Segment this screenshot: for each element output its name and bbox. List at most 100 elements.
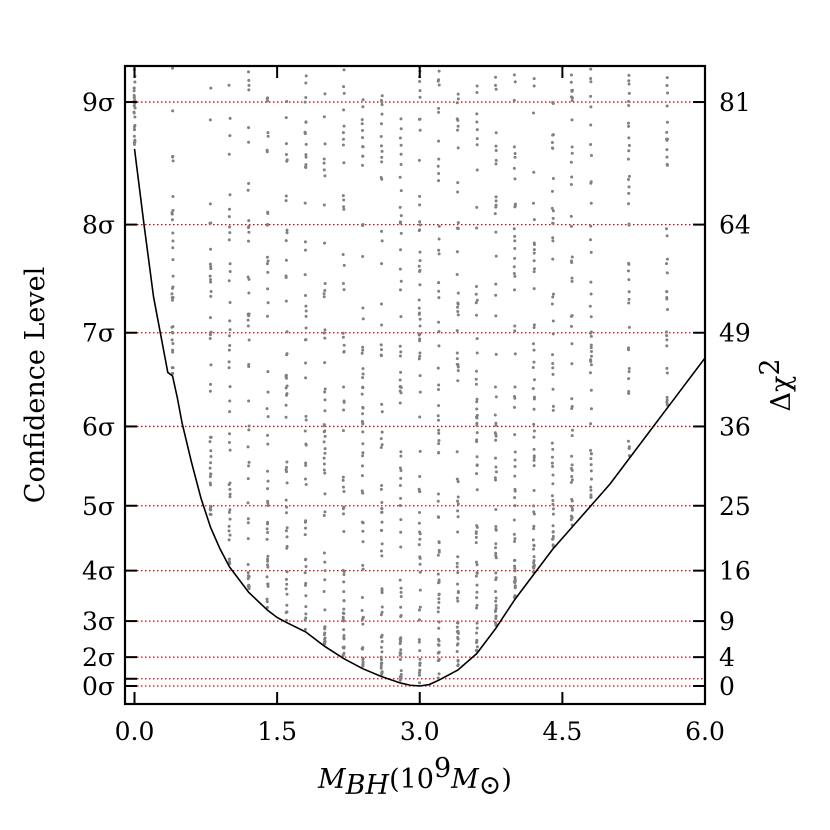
scatter-point [589, 250, 593, 254]
scatter-point [474, 541, 478, 545]
scatter-point [170, 218, 174, 222]
scatter-point [247, 83, 251, 87]
scatter-point [341, 281, 345, 285]
scatter-point [494, 282, 498, 286]
scatter-point [532, 422, 536, 426]
plot-frame [123, 64, 707, 706]
scatter-point [532, 348, 536, 352]
scatter-point [437, 344, 441, 348]
scatter-point [209, 461, 213, 465]
scatter-point [341, 335, 345, 339]
scatter-point [589, 77, 593, 81]
scatter-point [532, 270, 536, 274]
scatter-point [379, 144, 383, 148]
scatter-point [266, 270, 270, 274]
scatter-point [399, 279, 403, 283]
scatter-point [304, 81, 308, 85]
scatter-point [437, 657, 441, 661]
y-right-title-exp: 2 [755, 358, 786, 375]
scatter-point [322, 514, 326, 518]
scatter-point [380, 635, 384, 639]
scatter-point [171, 109, 175, 113]
scatter-point [342, 599, 346, 603]
scatter-point [323, 471, 327, 475]
scatter-point [456, 530, 460, 534]
scatter-point [303, 201, 307, 205]
scatter-point [532, 407, 536, 411]
scatter-point [303, 477, 307, 481]
scatter-point [170, 366, 174, 370]
scatter-point [589, 330, 593, 334]
scatter-point [360, 596, 364, 600]
scatter-point [322, 468, 326, 472]
scatter-point [266, 479, 270, 483]
scatter-point [665, 148, 669, 152]
scatter-point [570, 98, 574, 102]
scatter-point [208, 475, 212, 479]
scatter-point [589, 493, 593, 497]
scatter-point [494, 205, 498, 209]
scatter-point [475, 226, 479, 230]
scatter-point [665, 271, 669, 275]
scatter-point [227, 152, 231, 156]
scatter-point [360, 489, 364, 493]
scatter-point [474, 301, 478, 305]
scatter-point [551, 530, 555, 534]
scatter-point [475, 455, 479, 459]
scatter-point [266, 210, 270, 214]
scatter-point [513, 324, 517, 328]
scatter-point [437, 237, 441, 241]
scatter-point [398, 466, 402, 470]
scatter-point [532, 563, 536, 567]
scatter-point [417, 489, 421, 493]
scatter-point [342, 198, 346, 202]
x-title-sub: BH [345, 770, 390, 801]
scatter-point [284, 194, 288, 198]
scatter-point [494, 131, 498, 135]
scatter-point [513, 489, 517, 493]
scatter-point [570, 279, 574, 283]
scatter-point [532, 429, 536, 433]
scatter-point [303, 571, 307, 575]
scatter-point [475, 397, 479, 401]
scatter-point [304, 461, 308, 465]
scatter-point [342, 108, 346, 112]
scatter-point [303, 627, 307, 631]
scatter-point [341, 654, 345, 658]
scatter-point [589, 292, 593, 296]
scatter-point [209, 247, 213, 251]
scatter-point [342, 288, 346, 292]
scatter-point [418, 203, 422, 207]
scatter-point [589, 224, 593, 228]
scatter-point [265, 150, 269, 154]
scatter-point [418, 537, 422, 541]
scatter-point [284, 116, 288, 120]
scatter-point [532, 259, 536, 263]
scatter-point [265, 527, 269, 531]
scatter-point [494, 527, 498, 531]
scatter-point [494, 546, 498, 550]
scatter-point [589, 363, 593, 367]
scatter-point [228, 225, 232, 229]
scatter-point [171, 208, 175, 212]
scatter-point [323, 390, 327, 394]
scatter-point [513, 155, 517, 159]
scatter-point [361, 136, 365, 140]
scatter-point [455, 596, 459, 600]
scatter-point [494, 432, 498, 436]
scatter-point [418, 532, 422, 536]
scatter-point [341, 507, 345, 511]
scatter-point [665, 366, 669, 370]
scatter-point [475, 603, 479, 607]
scatter-point [456, 310, 460, 314]
scatter-point [208, 202, 212, 206]
scatter-point [247, 362, 251, 366]
scatter-point [493, 212, 497, 216]
scatter-point [494, 589, 498, 593]
scatter-point [341, 252, 345, 256]
scatter-point [513, 537, 517, 541]
scatter-point [228, 533, 232, 537]
scatter-point [322, 203, 326, 207]
scatter-point [417, 306, 421, 310]
